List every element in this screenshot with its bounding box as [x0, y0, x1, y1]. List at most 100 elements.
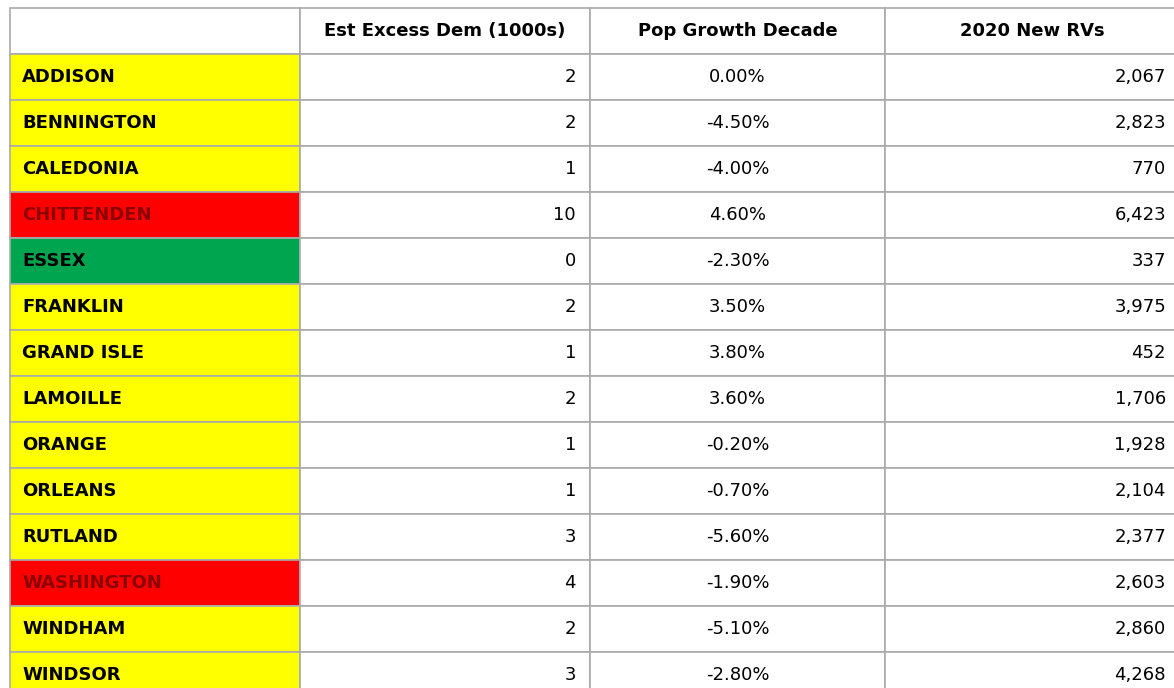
- Bar: [11, 468, 301, 514]
- Text: GRAND ISLE: GRAND ISLE: [22, 344, 144, 362]
- Text: 1,706: 1,706: [1115, 390, 1166, 408]
- Text: -2.30%: -2.30%: [706, 252, 769, 270]
- Bar: [885, 606, 1174, 652]
- Text: 1: 1: [565, 160, 576, 178]
- Text: 3.60%: 3.60%: [709, 390, 765, 408]
- Text: RUTLAND: RUTLAND: [22, 528, 117, 546]
- Text: -4.50%: -4.50%: [706, 114, 769, 132]
- Bar: [591, 238, 885, 284]
- Bar: [591, 560, 885, 606]
- Bar: [591, 330, 885, 376]
- Text: -5.10%: -5.10%: [706, 620, 769, 638]
- Text: 0: 0: [565, 252, 576, 270]
- Bar: [301, 54, 591, 100]
- Bar: [11, 330, 301, 376]
- Text: 4.60%: 4.60%: [709, 206, 765, 224]
- Text: LAMOILLE: LAMOILLE: [22, 390, 122, 408]
- Bar: [301, 560, 591, 606]
- Text: -4.00%: -4.00%: [706, 160, 769, 178]
- Bar: [591, 606, 885, 652]
- Text: 2,067: 2,067: [1114, 68, 1166, 86]
- Bar: [591, 100, 885, 146]
- Bar: [301, 192, 591, 238]
- Bar: [301, 330, 591, 376]
- Bar: [885, 514, 1174, 560]
- Bar: [591, 652, 885, 688]
- Bar: [301, 652, 591, 688]
- Bar: [885, 100, 1174, 146]
- Bar: [11, 8, 301, 54]
- Text: FRANKLIN: FRANKLIN: [22, 298, 123, 316]
- Text: ORLEANS: ORLEANS: [22, 482, 116, 500]
- Text: 2020 New RVs: 2020 New RVs: [960, 22, 1105, 40]
- Bar: [301, 422, 591, 468]
- Text: 1: 1: [565, 344, 576, 362]
- Bar: [591, 468, 885, 514]
- Text: WASHINGTON: WASHINGTON: [22, 574, 162, 592]
- Bar: [301, 514, 591, 560]
- Bar: [885, 560, 1174, 606]
- Text: 1: 1: [565, 436, 576, 454]
- Text: -5.60%: -5.60%: [706, 528, 769, 546]
- Text: -1.90%: -1.90%: [706, 574, 769, 592]
- Text: 3: 3: [565, 666, 576, 684]
- Bar: [11, 192, 301, 238]
- Text: 2: 2: [565, 390, 576, 408]
- Bar: [591, 284, 885, 330]
- Text: 2: 2: [565, 68, 576, 86]
- Text: ESSEX: ESSEX: [22, 252, 86, 270]
- Bar: [301, 376, 591, 422]
- Text: 2,104: 2,104: [1114, 482, 1166, 500]
- Bar: [885, 146, 1174, 192]
- Bar: [301, 146, 591, 192]
- Text: -2.80%: -2.80%: [706, 666, 769, 684]
- Bar: [11, 146, 301, 192]
- Bar: [885, 330, 1174, 376]
- Text: WINDSOR: WINDSOR: [22, 666, 121, 684]
- Text: Est Excess Dem (1000s): Est Excess Dem (1000s): [324, 22, 566, 40]
- Text: 1: 1: [565, 482, 576, 500]
- Text: 2: 2: [565, 298, 576, 316]
- Bar: [885, 652, 1174, 688]
- Bar: [11, 238, 301, 284]
- Text: -0.20%: -0.20%: [706, 436, 769, 454]
- Text: 0.00%: 0.00%: [709, 68, 765, 86]
- Text: 4,268: 4,268: [1114, 666, 1166, 684]
- Bar: [11, 606, 301, 652]
- Bar: [301, 468, 591, 514]
- Bar: [11, 514, 301, 560]
- Text: 4: 4: [565, 574, 576, 592]
- Text: Pop Growth Decade: Pop Growth Decade: [637, 22, 837, 40]
- Bar: [11, 284, 301, 330]
- Text: -0.70%: -0.70%: [706, 482, 769, 500]
- Text: WINDHAM: WINDHAM: [22, 620, 126, 638]
- Bar: [301, 100, 591, 146]
- Bar: [11, 100, 301, 146]
- Text: 3,975: 3,975: [1114, 298, 1166, 316]
- Bar: [11, 652, 301, 688]
- Bar: [11, 560, 301, 606]
- Text: 3: 3: [565, 528, 576, 546]
- Bar: [885, 238, 1174, 284]
- Text: 2: 2: [565, 620, 576, 638]
- Text: 6,423: 6,423: [1114, 206, 1166, 224]
- Text: 452: 452: [1132, 344, 1166, 362]
- Bar: [591, 192, 885, 238]
- Text: 2: 2: [565, 114, 576, 132]
- Bar: [885, 54, 1174, 100]
- Text: 3.50%: 3.50%: [709, 298, 767, 316]
- Text: 2,823: 2,823: [1114, 114, 1166, 132]
- Bar: [591, 54, 885, 100]
- Text: ADDISON: ADDISON: [22, 68, 116, 86]
- Bar: [885, 468, 1174, 514]
- Text: 2,603: 2,603: [1114, 574, 1166, 592]
- Bar: [301, 8, 591, 54]
- Bar: [301, 238, 591, 284]
- Bar: [591, 146, 885, 192]
- Bar: [591, 8, 885, 54]
- Bar: [591, 422, 885, 468]
- Bar: [591, 514, 885, 560]
- Text: BENNINGTON: BENNINGTON: [22, 114, 156, 132]
- Text: CALEDONIA: CALEDONIA: [22, 160, 139, 178]
- Bar: [885, 284, 1174, 330]
